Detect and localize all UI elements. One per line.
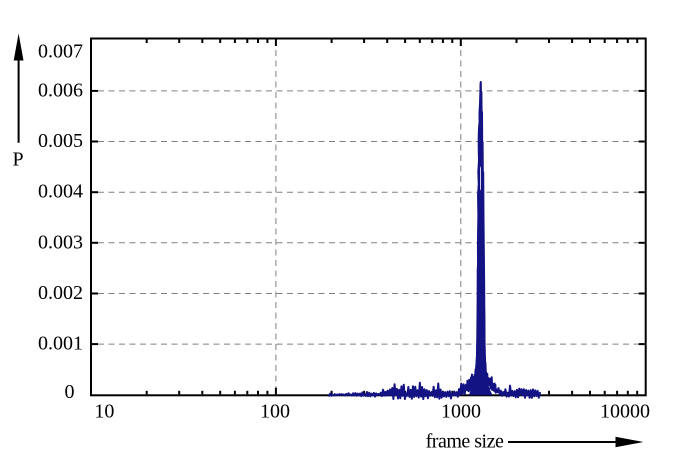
svg-text:0.001: 0.001: [38, 333, 83, 355]
svg-text:0.007: 0.007: [38, 41, 83, 63]
svg-text:10: 10: [94, 401, 114, 423]
svg-text:100: 100: [260, 401, 290, 423]
svg-text:frame size: frame size: [426, 431, 504, 453]
svg-text:0.002: 0.002: [38, 282, 83, 304]
svg-text:1000: 1000: [441, 401, 481, 423]
svg-text:P: P: [12, 148, 23, 170]
svg-text:0.005: 0.005: [38, 130, 83, 152]
svg-text:0.003: 0.003: [38, 231, 83, 253]
svg-text:0.004: 0.004: [38, 181, 83, 203]
svg-text:0.006: 0.006: [38, 79, 83, 101]
svg-text:10000: 10000: [600, 401, 650, 423]
svg-text:0: 0: [65, 381, 75, 403]
